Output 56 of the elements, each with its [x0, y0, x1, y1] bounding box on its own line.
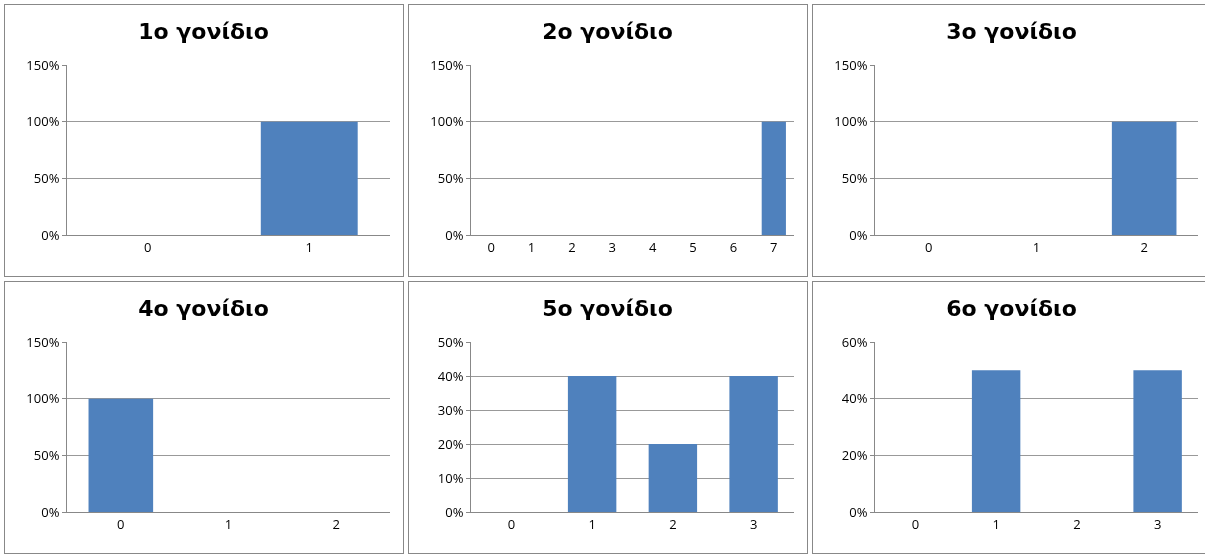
- x-tick-label: 2: [669, 514, 677, 533]
- y-tick-label: 60%: [841, 332, 868, 351]
- chart-title: 6ο γονίδιο: [946, 296, 1077, 322]
- y-tick-label: 0%: [41, 502, 60, 521]
- y-tick-label: 50%: [437, 332, 464, 351]
- y-tick-label: 100%: [834, 112, 868, 131]
- chart-title: 3ο γονίδιο: [946, 19, 1077, 45]
- y-tick-label: 20%: [841, 445, 868, 464]
- x-tick-label: 2: [332, 514, 340, 533]
- y-tick-label: 100%: [430, 112, 464, 131]
- y-tick-label: 40%: [437, 366, 464, 385]
- x-tick-label: 1: [588, 514, 596, 533]
- x-tick-label: 3: [749, 514, 758, 533]
- chart-title: 5ο γονίδιο: [542, 296, 673, 322]
- x-tick-label: 0: [925, 237, 933, 256]
- x-tick-label: 1: [305, 237, 313, 256]
- y-tick-label: 40%: [841, 389, 868, 408]
- x-tick-label: 2: [1073, 514, 1081, 533]
- y-tick-label: 10%: [437, 468, 464, 487]
- x-tick-label: 0: [487, 237, 495, 256]
- y-tick-label: 150%: [430, 55, 464, 74]
- y-tick-label: 150%: [26, 332, 60, 351]
- chart-title: 2ο γονίδιο: [542, 19, 673, 45]
- x-tick-label: 0: [911, 514, 920, 533]
- x-tick-label: 2: [568, 237, 576, 256]
- y-tick-label: 0%: [849, 225, 868, 244]
- y-tick-label: 50%: [437, 168, 464, 187]
- y-tick-label: 50%: [841, 168, 868, 187]
- x-tick-label: 0: [507, 514, 516, 533]
- y-tick-label: 0%: [445, 225, 464, 244]
- chart-title: 1ο γονίδιο: [138, 19, 269, 45]
- x-tick-label: 1: [224, 514, 233, 533]
- x-tick-label: 1: [1032, 237, 1041, 256]
- y-tick-label: 20%: [437, 434, 464, 453]
- y-tick-label: 150%: [26, 55, 60, 74]
- x-tick-label: 6: [729, 237, 738, 256]
- y-tick-label: 50%: [33, 168, 60, 187]
- chart-title: 4ο γονίδιο: [138, 296, 269, 322]
- y-tick-label: 100%: [26, 112, 60, 131]
- x-tick-label: 0: [117, 514, 125, 533]
- y-tick-label: 150%: [834, 55, 868, 74]
- x-tick-label: 3: [608, 237, 617, 256]
- y-tick-label: 0%: [445, 502, 464, 521]
- x-tick-label: 1: [992, 514, 1000, 533]
- x-tick-label: 2: [1140, 237, 1148, 256]
- y-tick-label: 0%: [41, 225, 60, 244]
- x-tick-label: 5: [689, 237, 697, 256]
- x-tick-label: 7: [770, 237, 778, 256]
- x-tick-label: 4: [648, 237, 657, 256]
- y-tick-label: 100%: [26, 389, 60, 408]
- x-tick-label: 1: [527, 237, 536, 256]
- x-tick-label: 3: [1153, 514, 1162, 533]
- y-tick-label: 30%: [437, 400, 464, 419]
- y-tick-label: 0%: [849, 502, 868, 521]
- x-tick-label: 0: [144, 237, 152, 256]
- y-tick-label: 50%: [33, 445, 60, 464]
